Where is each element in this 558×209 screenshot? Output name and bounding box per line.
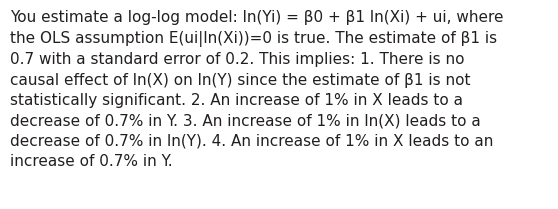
Text: You estimate a log-log model: ln(Yi) = β0 + β1 ln(Xi) + ui, where
the OLS assump: You estimate a log-log model: ln(Yi) = β… (10, 10, 503, 169)
